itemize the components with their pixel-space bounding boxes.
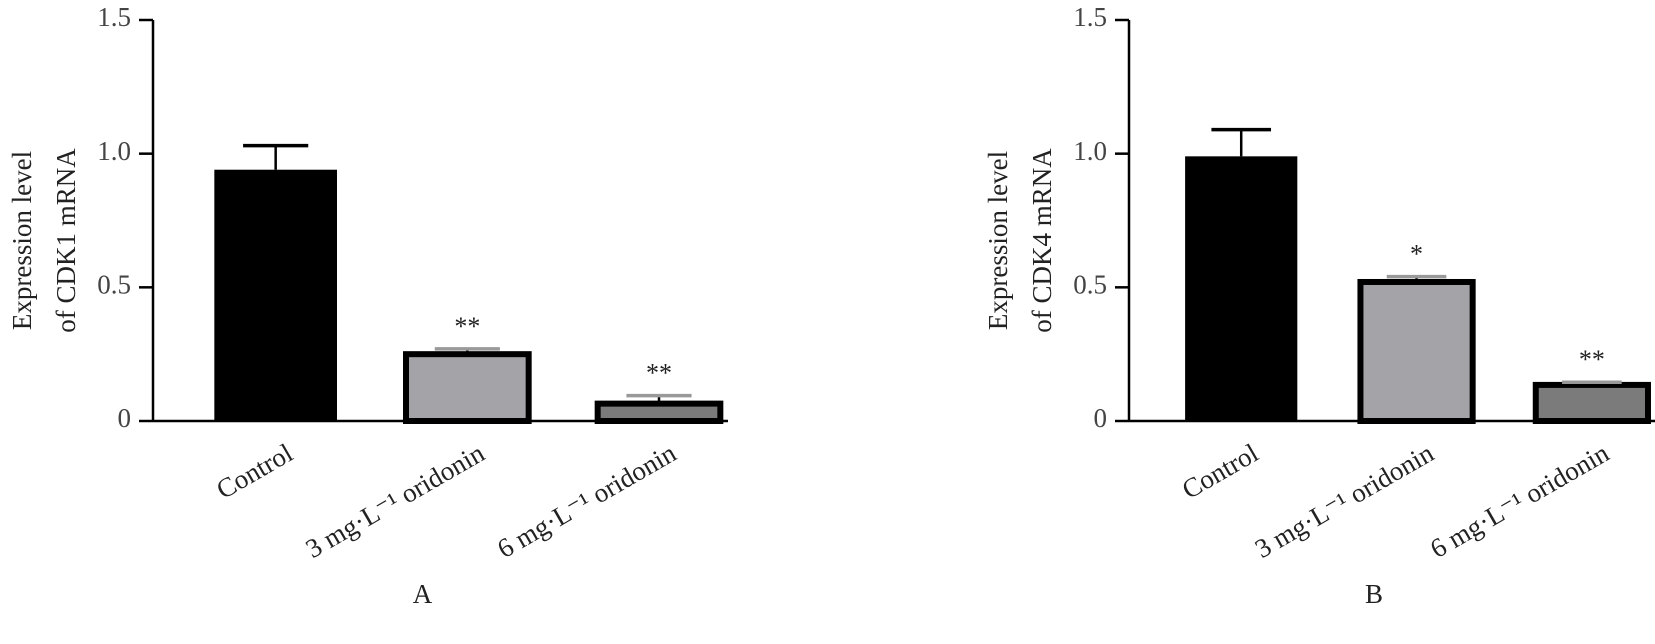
significance-mark: **	[646, 359, 672, 388]
y-tick-label: 1.0	[97, 136, 131, 166]
error-bar	[1562, 380, 1622, 385]
y-tick-label: 0	[1094, 403, 1108, 433]
bar	[1357, 278, 1476, 424]
y-axis-label: of CDK4 mRNA	[1027, 148, 1057, 333]
y-tick-label: 0	[118, 403, 132, 433]
y-tick-label: 1.5	[97, 2, 131, 32]
bar	[403, 351, 532, 424]
significance-mark: **	[1579, 345, 1605, 374]
bar	[1532, 381, 1651, 425]
y-axis-label: of CDK1 mRNA	[51, 148, 81, 333]
error-bar	[1211, 127, 1272, 157]
significance-mark: **	[454, 312, 480, 341]
x-tick-label: 3 mg·L⁻¹ oridonin	[301, 437, 490, 564]
error-bar	[1386, 274, 1447, 282]
x-tick-label: 6 mg·L⁻¹ oridonin	[492, 437, 681, 564]
x-tick-label: Control	[1177, 438, 1263, 505]
x-tick-label: 6 mg·L⁻¹ oridonin	[1425, 437, 1614, 564]
bar	[594, 400, 724, 424]
error-bar	[626, 393, 692, 404]
y-tick-label: 0.5	[97, 270, 131, 300]
y-tick-label: 0.5	[1073, 270, 1107, 300]
y-tick-label: 1.0	[1073, 136, 1107, 166]
bar	[1185, 156, 1298, 421]
bar	[214, 169, 337, 421]
y-axis-label: Expression level	[7, 151, 37, 330]
x-tick-label: 3 mg·L⁻¹ oridonin	[1250, 437, 1439, 564]
y-axis-label: Expression level	[983, 151, 1013, 330]
significance-mark: *	[1410, 240, 1423, 269]
panel-label: B	[1365, 579, 1383, 609]
error-bar	[434, 347, 500, 355]
panel-label: A	[413, 579, 433, 609]
error-bar	[243, 143, 309, 170]
x-tick-label: Control	[211, 438, 297, 505]
y-tick-label: 1.5	[1073, 2, 1107, 32]
